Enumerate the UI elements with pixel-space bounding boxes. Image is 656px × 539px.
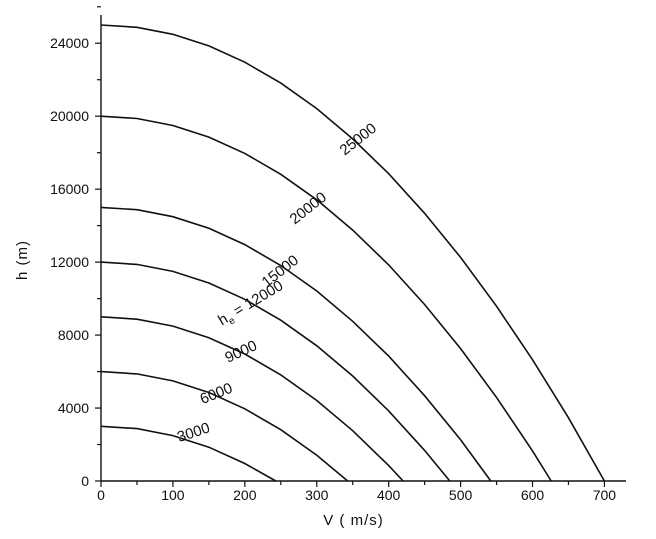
x-tick-label: 600: [521, 487, 545, 503]
curve-he-3000: [100, 425, 277, 482]
curve-label-6000: 6000: [198, 380, 235, 408]
curve-he-15000: [100, 206, 492, 482]
x-tick-label: 700: [593, 487, 617, 503]
x-tick-label: 200: [233, 487, 257, 503]
curve-he-9000: [100, 316, 404, 482]
y-axis-label: h (m): [14, 240, 31, 280]
y-tick-label: 0: [81, 473, 89, 489]
ticks: 0 100 200 300 400 500 600 700 0 4000 8000 12000 1600…: [50, 6, 617, 503]
curve-label-25000: 25000: [337, 120, 380, 159]
curve-he-25000: [100, 24, 606, 482]
y-tick-label: 20000: [50, 108, 89, 124]
x-tick-label: 500: [449, 487, 473, 503]
curve-he-6000: [100, 370, 349, 482]
curve-he-12000: [100, 261, 451, 482]
x-tick-label: 0: [97, 487, 105, 503]
y-tick-label: 24000: [50, 35, 89, 51]
y-tick-label: 12000: [50, 254, 89, 270]
y-tick-label: 4000: [58, 400, 89, 416]
y-tick-label: 8000: [58, 327, 89, 343]
curve-label-9000: 9000: [222, 337, 259, 367]
curve-he-20000: [100, 115, 552, 482]
x-axis-label: V ( m/s): [323, 512, 384, 529]
curve-label-20000: 20000: [287, 189, 330, 228]
curves: [100, 24, 606, 482]
x-tick-label: 400: [377, 487, 401, 503]
axes: [100, 15, 626, 482]
y-tick-label: 16000: [50, 181, 89, 197]
curve-label-12000: he = 12000: [215, 277, 288, 332]
x-tick-label: 300: [305, 487, 329, 503]
x-tick-label: 100: [161, 487, 185, 503]
